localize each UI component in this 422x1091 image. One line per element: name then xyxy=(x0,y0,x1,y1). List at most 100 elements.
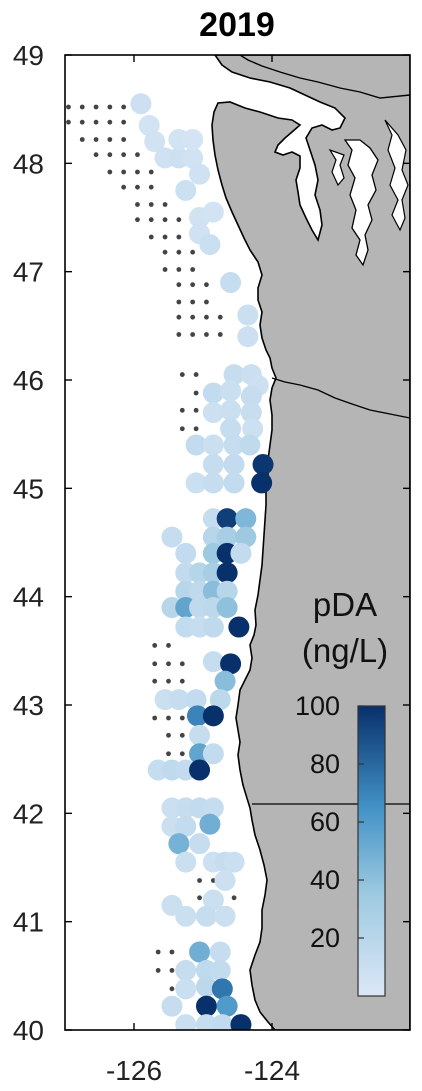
sample-dot xyxy=(210,878,216,883)
sample-dot xyxy=(179,372,185,377)
sample-dot xyxy=(166,643,171,648)
sample-dot xyxy=(148,169,154,175)
y-tick-label: 47 xyxy=(13,257,44,288)
sample-dot xyxy=(169,986,175,992)
station-marker xyxy=(235,526,257,548)
station-marker xyxy=(209,689,231,711)
sample-dot xyxy=(190,282,196,288)
sample-dot xyxy=(162,249,168,255)
station-marker xyxy=(216,995,238,1017)
station-marker xyxy=(202,743,224,765)
sample-dot xyxy=(79,104,85,110)
sample-dot xyxy=(152,678,158,684)
sample-dot xyxy=(190,267,196,272)
sample-dot xyxy=(152,661,158,667)
sample-dot xyxy=(162,217,168,223)
station-marker xyxy=(216,562,238,584)
sample-dot xyxy=(121,104,127,110)
colorbar: pDA (ng/L) 20 40 60 80 100 xyxy=(295,586,388,997)
sample-dot xyxy=(176,282,182,288)
x-tick-label: -124 xyxy=(244,1055,300,1086)
station-marker xyxy=(168,689,190,711)
sample-dot xyxy=(217,332,223,337)
sample-dot xyxy=(135,202,140,207)
colorbar-tick-label: 100 xyxy=(295,691,340,721)
station-marker xyxy=(195,995,217,1017)
station-marker xyxy=(230,542,252,564)
sample-dot xyxy=(193,407,199,413)
station-marker xyxy=(186,705,208,727)
station-marker xyxy=(214,670,236,692)
station-marker xyxy=(216,580,238,602)
sample-dot xyxy=(166,678,171,684)
station-marker xyxy=(252,454,274,475)
station-marker xyxy=(168,833,190,855)
sample-dot xyxy=(176,314,182,320)
sample-dot xyxy=(121,119,127,125)
station-marker xyxy=(235,508,257,530)
sample-dot xyxy=(190,314,196,320)
plot-frame xyxy=(64,54,411,1031)
sample-dot xyxy=(79,119,85,125)
y-tick-label: 48 xyxy=(13,148,44,179)
station-marker xyxy=(251,472,273,494)
station-marker xyxy=(175,978,197,1000)
sample-dot xyxy=(176,249,182,255)
station-marker xyxy=(175,959,197,981)
sample-dot xyxy=(190,299,196,305)
station-marker xyxy=(211,978,233,1000)
sample-dots xyxy=(66,104,237,992)
colorbar-title-line2: (ng/L) xyxy=(302,632,388,669)
sample-dot xyxy=(155,949,161,955)
sample-dot xyxy=(162,267,168,272)
sample-dot xyxy=(204,332,209,337)
station-marker xyxy=(202,472,224,494)
station-marker xyxy=(195,976,217,998)
sample-dot xyxy=(176,267,182,272)
station-marker xyxy=(223,851,245,873)
station-marker xyxy=(185,689,207,711)
station-marker xyxy=(242,418,264,440)
sample-dot xyxy=(66,104,71,110)
colorbar-tick-label: 60 xyxy=(310,807,340,837)
sample-dot xyxy=(179,732,185,738)
station-marker xyxy=(239,434,261,456)
station-marker xyxy=(209,959,231,981)
station-marker xyxy=(220,653,242,675)
station-marker xyxy=(175,851,197,873)
sample-dot xyxy=(148,234,154,240)
station-marker xyxy=(175,815,197,837)
sample-dot xyxy=(190,332,196,337)
sample-dot xyxy=(176,234,182,240)
y-axis: 40 41 42 43 44 45 46 47 48 49 xyxy=(13,40,410,1046)
sample-dot xyxy=(193,372,199,377)
station-marker xyxy=(223,364,245,386)
sample-dot xyxy=(135,169,140,175)
y-tick-label: 43 xyxy=(13,690,44,721)
sample-dot xyxy=(176,332,182,337)
station-marker xyxy=(185,434,207,456)
colorbar-tick-label: 40 xyxy=(310,865,340,895)
station-marker xyxy=(138,114,160,136)
colorbar-tick-label: 80 xyxy=(310,749,340,779)
station-marker xyxy=(214,905,236,927)
sample-dot xyxy=(148,217,154,223)
sample-dot xyxy=(162,202,168,207)
sample-dot xyxy=(217,314,223,320)
station-marker xyxy=(202,402,224,423)
station-marker xyxy=(230,1014,252,1030)
station-marker xyxy=(130,93,152,115)
station-marker xyxy=(237,304,259,326)
station-marker xyxy=(223,434,245,456)
sample-dot xyxy=(66,119,71,125)
sample-dot xyxy=(79,137,85,142)
sample-dot xyxy=(169,968,175,973)
sample-dot xyxy=(204,314,209,320)
sample-dot xyxy=(93,119,99,125)
station-marker xyxy=(211,1014,233,1030)
x-axis: -126 -124 xyxy=(106,55,300,1086)
station-marker xyxy=(202,616,224,638)
station-marker xyxy=(216,526,238,548)
y-tick-label: 45 xyxy=(13,473,44,504)
